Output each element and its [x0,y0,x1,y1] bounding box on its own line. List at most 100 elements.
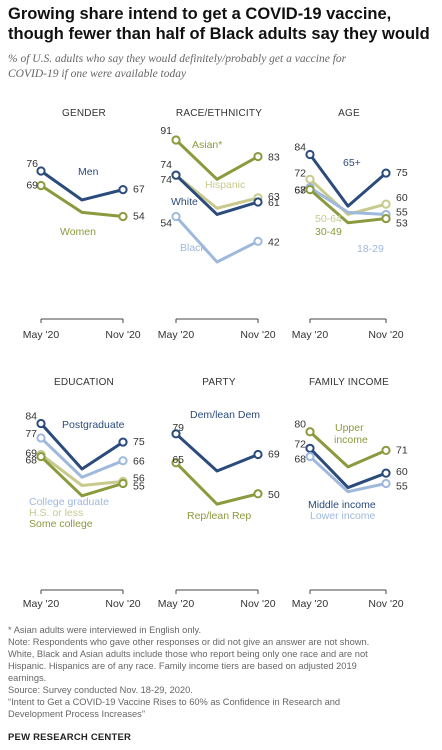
footnote-line: Note: Respondents who gave other respons… [8,637,370,647]
data-label-may: 68 [294,454,306,466]
x-tick-label: Nov '20 [240,329,275,341]
panel-title: EDUCATION [54,377,114,388]
data-point [171,211,181,222]
footnote-line: earnings. [8,673,47,683]
data-point [171,135,181,145]
data-point [253,197,263,207]
data-point [305,185,315,195]
series-name-label: College graduate [29,496,109,508]
data-label-nov: 75 [396,167,408,179]
data-label-may: 72 [294,438,306,450]
series-line [308,455,388,494]
data-point [36,180,46,191]
panel-title: PARTY [202,377,236,388]
footnote-line: White, Black and Asian adults include th… [8,649,368,659]
data-point [36,433,46,443]
chart-title: Growing share intend to get a COVID-19 v… [8,4,438,44]
data-point [118,211,128,222]
series-name-label: Black [180,242,206,254]
series-line [308,186,388,216]
series-line [39,421,125,471]
series-line [308,152,388,208]
data-label-nov: 56 [133,472,145,484]
data-label-nov: 69 [268,448,280,460]
footnote-line: Hispanic. Hispanics are of any race. Fam… [8,661,357,671]
series-name-label: Men [78,166,99,178]
data-point [253,449,263,460]
footnote-line: Development Process Increases” [8,709,145,719]
series-name-label: 65+ [343,157,361,169]
series-name-label: Dem/lean Dem [190,409,260,421]
series-line [39,436,125,479]
small-multiples-charts: GENDER May '20 Nov '20 76 67 69 54 Men Women RACE… [23,108,408,610]
series-line [308,177,388,216]
series-name-label: 18-29 [357,243,384,255]
data-label-nov: 60 [396,466,408,478]
series-line [174,432,260,473]
series-name-label: Postgraduate [62,419,125,431]
data-point [381,213,391,224]
subtitle-line-1: % of U.S. adults who say they would defi… [8,53,347,65]
data-label-nov: 55 [396,480,408,492]
data-point [381,445,391,455]
title-line-1: Growing share intend to get a COVID-19 v… [8,5,392,23]
data-point [381,199,391,209]
data-label-may: 68 [294,185,306,197]
series-line [308,430,388,469]
x-tick-label: May '20 [292,598,329,610]
series-line [39,169,125,202]
data-point [171,458,181,468]
series-line [174,173,260,216]
series-name-label: Hispanic [205,179,245,191]
x-tick-label: Nov '20 [368,598,403,610]
subtitle-line-2: COVID-19 if one were available today [8,68,187,80]
data-label-may: 72 [294,167,306,179]
x-tick-label: May '20 [23,598,60,610]
data-point [118,437,128,447]
series-line [174,215,260,264]
series-name-label: Women [60,226,96,238]
data-point [253,236,263,246]
data-label-nov: 53 [396,218,408,230]
series-line [174,138,260,181]
data-point [305,443,315,453]
data-point [171,429,181,439]
x-tick-label: Nov '20 [105,329,140,341]
data-label-may: 65 [172,454,184,466]
data-point [253,489,263,499]
x-tick-label: May '20 [158,329,195,341]
data-label-nov: 50 [268,489,280,501]
data-point [381,478,391,489]
panel-title: RACE/ETHNICITY [176,108,262,119]
data-label-may: 77 [25,428,37,440]
series-line [39,455,125,498]
data-label-may: 84 [25,410,37,422]
series-line [308,188,388,225]
x-tick-label: Nov '20 [105,598,140,610]
data-label-nov: 54 [133,211,145,223]
series-line [39,452,125,488]
data-label-may: 84 [294,141,306,153]
data-point [253,151,263,162]
panel-title: GENDER [62,108,106,119]
data-label-nov: 55 [133,480,145,492]
data-point [118,185,128,195]
data-point [305,149,315,160]
data-label-may: 74 [160,174,172,186]
data-label-nov: 67 [133,184,145,196]
x-tick-label: Nov '20 [368,329,403,341]
footnote-line: Source: Survey conducted Nov. 18-29, 202… [8,685,193,695]
x-tick-label: Nov '20 [240,598,275,610]
data-label-nov: 55 [396,206,408,218]
x-tick-label: May '20 [292,329,329,341]
data-point [118,478,128,489]
footnotes: * Asian adults were interviewed in Engli… [8,624,438,720]
data-label-nov: 42 [268,236,280,248]
data-label-may: 74 [160,159,172,171]
data-point [305,451,315,462]
chart-subtitle: % of U.S. adults who say they would defi… [8,52,438,82]
data-label-nov: 60 [396,192,408,204]
data-label-nov: 75 [133,436,145,448]
data-label-nov: 63 [268,191,280,203]
series-name-label: Upper [335,422,364,434]
